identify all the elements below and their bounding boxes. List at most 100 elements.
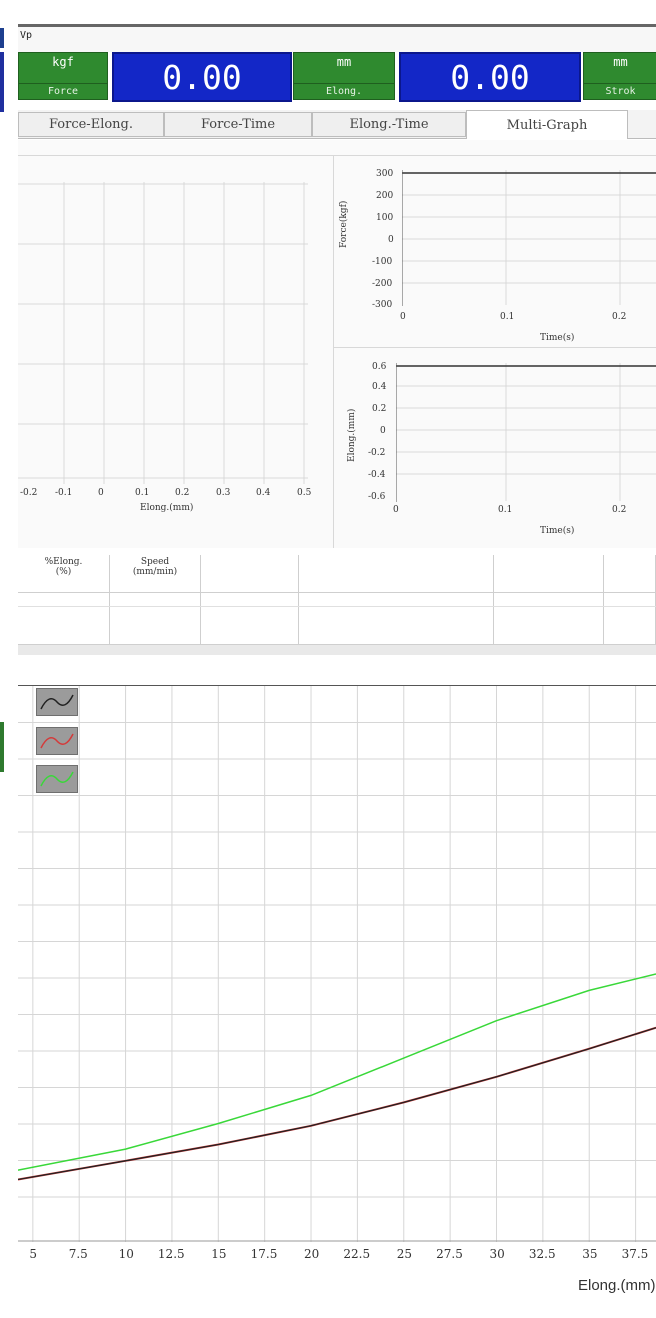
series-line-red — [18, 1026, 656, 1181]
series-line-green — [18, 973, 656, 1171]
x-tick-label: 27.5 — [436, 1247, 463, 1261]
stroke-unit: mm — [613, 55, 628, 69]
y-tick: 0.4 — [372, 382, 387, 392]
y-tick: -100 — [372, 257, 393, 267]
tab-multi-graph[interactable]: Multi-Graph — [466, 110, 628, 139]
x-tick-label: 5 — [29, 1247, 37, 1261]
x-tick-label: 10 — [118, 1247, 134, 1261]
tab-elong-time[interactable]: Elong.-Time — [312, 112, 466, 137]
force-unit-box[interactable]: kgf Force — [18, 52, 108, 100]
x-tick-label: 35 — [582, 1247, 598, 1261]
multi-graph-panel — [18, 140, 656, 548]
legend-wave-green — [40, 771, 74, 787]
col-header[interactable] — [494, 555, 604, 593]
elong-readout: 0.00 — [399, 52, 581, 102]
legend-button-green[interactable] — [36, 765, 78, 793]
col-header[interactable] — [201, 555, 299, 593]
wave-icon — [40, 694, 74, 710]
series-line-black — [18, 1027, 656, 1181]
force-name: Force — [19, 83, 107, 97]
legend-wave-red — [40, 733, 74, 749]
x-tick: 0.2 — [612, 505, 627, 515]
force-elong-mini-chart — [18, 182, 308, 484]
x-tick-label: 7.5 — [68, 1247, 88, 1261]
y-tick: 300 — [376, 169, 394, 179]
x-tick-label: 17.5 — [250, 1247, 278, 1261]
x-tick-label: 20 — [304, 1247, 320, 1261]
x-tick-label: 37.5 — [621, 1247, 649, 1261]
x-tick: 0 — [98, 488, 104, 498]
table-cell[interactable] — [18, 593, 110, 645]
x-tick: 0 — [400, 312, 406, 322]
elong-chart — [18, 686, 656, 1242]
x-tick: 0.3 — [216, 488, 231, 498]
panel-top-line — [18, 155, 656, 156]
chart-top-border — [18, 685, 656, 686]
graph-tabs: Force-Elong. Force-Time Elong.-Time Mult… — [18, 110, 656, 139]
left-edge-marker — [0, 722, 4, 772]
y-tick: -0.4 — [368, 470, 386, 480]
panel-vertical-divider — [333, 155, 334, 548]
x-tick-label: 25 — [396, 1247, 413, 1261]
force-unit: kgf — [52, 55, 74, 69]
x-tick: 0.4 — [256, 488, 271, 498]
x-axis-label: Time(s) — [540, 333, 575, 343]
window-titlebar: Vp — [18, 24, 656, 52]
x-tick: -0.2 — [20, 488, 38, 498]
stroke-unit-box[interactable]: mm Strok — [583, 52, 656, 100]
y-tick: -300 — [372, 300, 393, 310]
col-header-speed[interactable]: Speed (mm/min) — [110, 555, 201, 593]
y-tick: 200 — [376, 191, 394, 201]
y-tick: 0.2 — [372, 404, 387, 414]
tab-force-elong[interactable]: Force-Elong. — [18, 112, 164, 137]
table-cell[interactable] — [494, 593, 604, 645]
y-tick: -0.2 — [368, 448, 386, 458]
y-tick: 0.6 — [372, 362, 387, 372]
y-tick: -200 — [372, 279, 393, 289]
x-tick: 0.1 — [498, 505, 513, 515]
x-tick: 0.2 — [175, 488, 190, 498]
col-header[interactable] — [604, 555, 656, 593]
col-header-elong[interactable]: %Elong. (%) — [18, 555, 110, 593]
elong-name: Elong. — [294, 83, 394, 97]
x-tick: 0.5 — [297, 488, 312, 498]
y-tick: 100 — [376, 213, 394, 223]
legend-button-black[interactable] — [36, 688, 78, 716]
table-scrollbar[interactable] — [18, 645, 656, 655]
legend-button-red[interactable] — [36, 727, 78, 755]
x-tick-label: 15 — [211, 1247, 227, 1261]
y-axis-label: Elong.(mm) — [347, 408, 357, 462]
x-tick: -0.1 — [55, 488, 73, 498]
force-readout: 0.00 — [112, 52, 292, 102]
y-tick: 0 — [388, 235, 394, 245]
x-axis-label: Elong.(mm) — [578, 1277, 656, 1294]
x-axis-label: Time(s) — [540, 526, 575, 536]
left-edge-marker — [0, 28, 4, 48]
y-tick: 0 — [380, 426, 386, 436]
table-cell[interactable] — [110, 593, 201, 645]
row-divider — [18, 606, 656, 607]
results-table: %Elong. (%) Speed (mm/min) — [18, 555, 656, 655]
elong-time-chart — [396, 363, 656, 502]
force-time-chart — [402, 170, 656, 306]
wave-icon — [40, 771, 74, 787]
wave-icon — [40, 733, 74, 749]
x-tick-label: 22.5 — [343, 1247, 371, 1261]
y-axis-label: Force(kgf) — [339, 200, 349, 248]
tab-force-time[interactable]: Force-Time — [164, 112, 312, 137]
table-cell[interactable] — [604, 593, 656, 645]
stroke-name: Strok — [584, 83, 656, 97]
col-header[interactable] — [299, 555, 494, 593]
elong-unit: mm — [336, 55, 352, 69]
x-tick-label: 12.5 — [157, 1247, 185, 1261]
left-edge-marker — [0, 52, 4, 112]
panel-horizontal-divider — [333, 347, 656, 348]
x-axis-label: Elong.(mm) — [140, 503, 194, 513]
x-tick: 0.1 — [135, 488, 150, 498]
y-tick: -0.6 — [368, 492, 386, 502]
x-tick: 0.2 — [612, 312, 627, 322]
legend-wave-black — [40, 694, 74, 710]
elong-unit-box[interactable]: mm Elong. — [293, 52, 395, 100]
table-cell[interactable] — [201, 593, 299, 645]
table-cell[interactable] — [299, 593, 494, 645]
